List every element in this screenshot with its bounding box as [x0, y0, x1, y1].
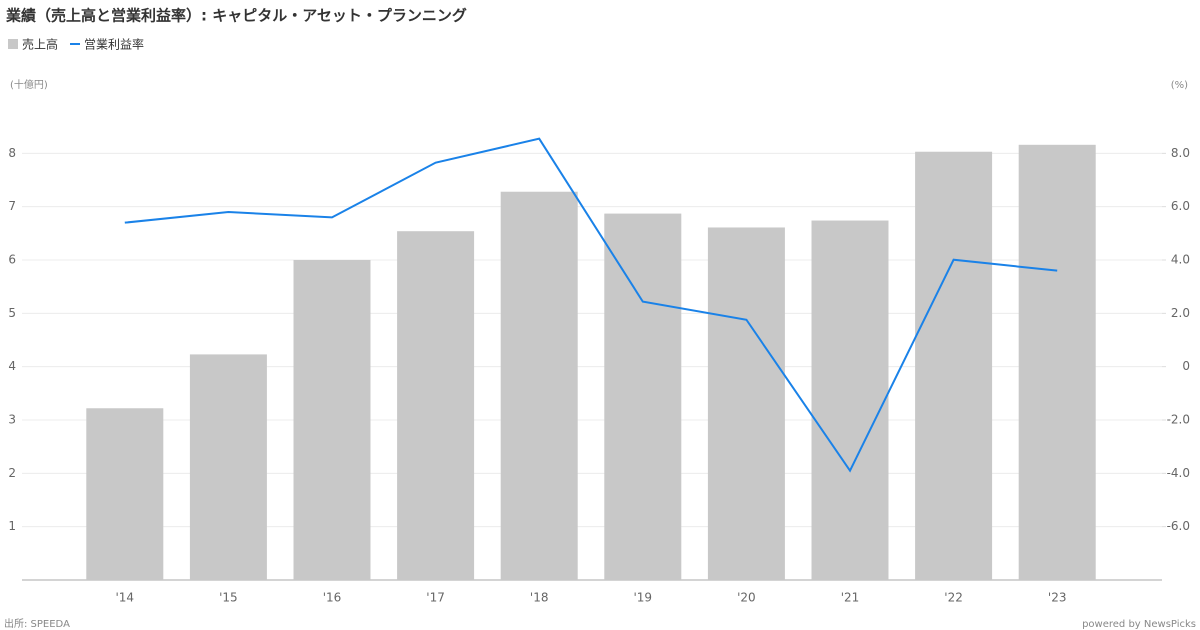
y-tick-label: 3	[8, 413, 16, 427]
legend-swatch	[8, 39, 18, 49]
credit: powered by NewsPicks	[1082, 619, 1196, 630]
y-tick-label: 1	[8, 519, 16, 533]
x-tick-label: '20	[737, 591, 756, 605]
chart-title: 業績（売上高と営業利益率）: キャピタル・アセット・プランニング	[5, 7, 467, 25]
bar	[1018, 144, 1096, 581]
y2-tick-label: -2.0	[1167, 413, 1190, 427]
y2-tick-label: 0	[1182, 359, 1190, 373]
x-tick-label: '16	[323, 591, 342, 605]
bar	[604, 213, 682, 580]
x-tick-label: '23	[1048, 591, 1067, 605]
y2-axis-label: (%)	[1171, 80, 1188, 91]
bar	[397, 231, 475, 580]
bar	[86, 408, 164, 580]
y-tick-label: 7	[8, 199, 16, 213]
bar	[293, 260, 371, 580]
bar	[915, 151, 993, 580]
y-tick-label: 5	[8, 306, 16, 320]
x-tick-label: '22	[944, 591, 963, 605]
y-tick-label: 4	[8, 359, 16, 373]
y-tick-label: 6	[8, 253, 16, 267]
bar	[189, 354, 267, 580]
legend-label: 営業利益率	[84, 37, 144, 52]
y-tick-label: 8	[8, 146, 16, 160]
x-tick-label: '14	[116, 591, 135, 605]
bar	[811, 220, 889, 581]
y2-tick-label: 8.0	[1171, 146, 1190, 160]
bar	[500, 191, 578, 580]
x-tick-label: '19	[634, 591, 653, 605]
bar	[707, 227, 785, 580]
x-tick-label: '21	[841, 591, 860, 605]
x-tick-label: '15	[219, 591, 238, 605]
y2-tick-label: 2.0	[1171, 306, 1190, 320]
y-tick-label: 2	[8, 466, 16, 480]
line	[124, 137, 1058, 473]
source: 出所: SPEEDA	[4, 617, 70, 630]
y2-tick-label: 6.0	[1171, 199, 1190, 213]
y2-tick-label: -6.0	[1167, 519, 1190, 533]
y2-tick-label: 4.0	[1171, 253, 1190, 267]
y2-tick-label: -4.0	[1167, 466, 1190, 480]
legend-label: 売上高	[22, 37, 58, 52]
y-axis-label: (十億円)	[10, 78, 48, 91]
x-tick-label: '18	[530, 591, 549, 605]
x-tick-label: '17	[426, 591, 445, 605]
